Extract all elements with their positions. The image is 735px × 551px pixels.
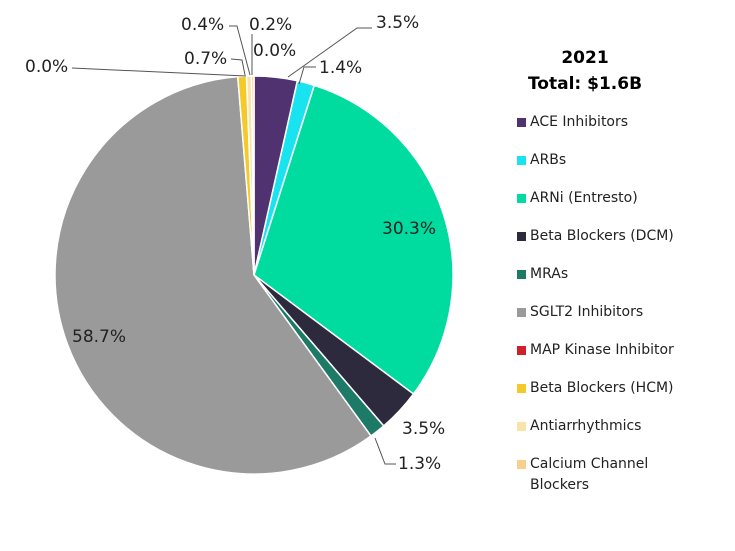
data-label: 1.3% bbox=[398, 454, 441, 474]
legend-label: Calcium Channel Blockers bbox=[530, 456, 649, 493]
leader-line bbox=[229, 25, 251, 76]
legend-label: SGLT2 Inhibitors bbox=[530, 304, 644, 320]
data-label: 0.0% bbox=[25, 57, 68, 77]
data-label: 58.7% bbox=[72, 327, 126, 347]
legend-swatch bbox=[517, 232, 526, 241]
legend-swatch bbox=[517, 156, 526, 165]
legend-swatch bbox=[517, 346, 526, 355]
legend-swatch bbox=[517, 384, 526, 393]
legend-item: MAP Kinase Inhibitor bbox=[515, 340, 730, 378]
legend-item: Calcium Channel Blockers bbox=[515, 454, 730, 493]
legend-item: Beta Blockers (DCM) bbox=[515, 226, 730, 264]
legend-label: MAP Kinase Inhibitor bbox=[530, 342, 674, 358]
data-label: 0.2% bbox=[249, 15, 292, 35]
chart-subtitle: Total: $1.6B bbox=[527, 74, 643, 94]
data-label: 3.5% bbox=[376, 13, 419, 33]
legend-label: ARNi (Entresto) bbox=[530, 190, 638, 206]
legend-swatch bbox=[517, 308, 526, 317]
legend-swatch bbox=[517, 194, 526, 203]
legend-item: MRAs bbox=[515, 264, 730, 302]
legend-swatch bbox=[517, 422, 526, 431]
data-label: 30.3% bbox=[382, 219, 436, 239]
legend-label: MRAs bbox=[530, 266, 569, 282]
leader-line bbox=[298, 66, 316, 85]
data-label: 0.7% bbox=[184, 49, 227, 69]
legend-swatch bbox=[517, 118, 526, 127]
data-label: 3.5% bbox=[402, 419, 445, 439]
legend: ACE Inhibitors ARBs ARNi (Entresto) Beta… bbox=[515, 112, 730, 493]
data-label: 1.4% bbox=[319, 58, 362, 78]
pie-slice-arni-entresto bbox=[253, 84, 454, 396]
leader-line bbox=[230, 58, 246, 76]
legend-label: ACE Inhibitors bbox=[530, 114, 629, 130]
legend-item: ARNi (Entresto) bbox=[515, 188, 730, 226]
data-label: 0.0% bbox=[253, 41, 296, 61]
legend-item: ARBs bbox=[515, 150, 730, 188]
legend-swatch bbox=[517, 270, 526, 279]
pie-slice-sglt2-inhibitors bbox=[54, 75, 373, 475]
legend-label: ARBs bbox=[530, 152, 567, 168]
legend-label: Beta Blockers (DCM) bbox=[530, 228, 674, 244]
legend-item: SGLT2 Inhibitors bbox=[515, 302, 730, 340]
leader-line bbox=[287, 27, 372, 78]
pie-slice-calcium-channel-blockers bbox=[250, 75, 255, 276]
data-label: 0.4% bbox=[181, 15, 224, 35]
legend-label: Antiarrhythmics bbox=[530, 418, 642, 434]
legend-label: Beta Blockers (HCM) bbox=[530, 380, 674, 396]
legend-item: Antiarrhythmics bbox=[515, 416, 730, 454]
leader-line bbox=[374, 437, 396, 465]
legend-item: Beta Blockers (HCM) bbox=[515, 378, 730, 416]
legend-swatch bbox=[517, 460, 526, 469]
legend-item: ACE Inhibitors bbox=[515, 112, 730, 150]
leader-line bbox=[71, 67, 247, 77]
chart-title: 2021 bbox=[561, 48, 609, 68]
